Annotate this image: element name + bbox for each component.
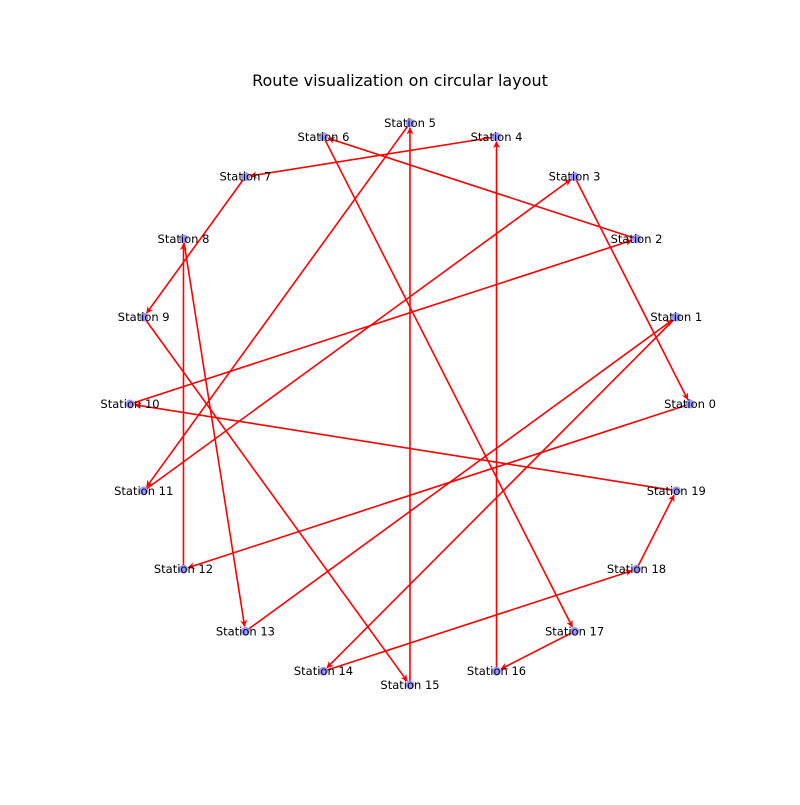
station-label-9: Station 9 bbox=[118, 310, 170, 324]
route-edge-9-15 bbox=[145, 319, 408, 682]
station-label-13: Station 13 bbox=[216, 624, 275, 638]
route-edge-5-11 bbox=[145, 125, 409, 488]
station-node-6 bbox=[318, 132, 328, 142]
route-edges bbox=[133, 125, 689, 682]
station-label-16: Station 16 bbox=[467, 664, 526, 678]
station-node-2 bbox=[632, 234, 642, 244]
station-label-3: Station 3 bbox=[549, 170, 601, 184]
route-edge-3-0 bbox=[575, 179, 689, 401]
station-label-10: Station 10 bbox=[100, 397, 159, 411]
route-edge-10-2 bbox=[133, 239, 633, 404]
station-label-11: Station 11 bbox=[114, 484, 173, 498]
station-node-7 bbox=[240, 172, 250, 182]
station-nodes bbox=[125, 118, 695, 690]
route-edge-17-16 bbox=[500, 632, 572, 670]
station-node-0 bbox=[685, 399, 695, 409]
station-label-19: Station 19 bbox=[647, 484, 706, 498]
station-label-1: Station 1 bbox=[650, 310, 702, 324]
station-node-12 bbox=[178, 564, 188, 574]
station-label-6: Station 6 bbox=[298, 130, 350, 144]
station-labels: Station 0 Station 1 Station 2 Station 3 Stat… bbox=[100, 116, 716, 692]
route-edge-1-14 bbox=[326, 319, 675, 669]
route-edge-18-19 bbox=[637, 494, 675, 566]
station-node-9 bbox=[139, 312, 149, 322]
station-node-15 bbox=[405, 680, 415, 690]
chart-title: Route visualization on circular layout bbox=[252, 71, 548, 90]
station-node-3 bbox=[570, 172, 580, 182]
route-edge-0-12 bbox=[187, 404, 687, 569]
station-node-8 bbox=[178, 234, 188, 244]
station-node-1 bbox=[671, 312, 681, 322]
station-node-14 bbox=[318, 666, 328, 676]
station-node-4 bbox=[492, 132, 502, 142]
route-edge-8-13 bbox=[183, 242, 248, 628]
station-node-19 bbox=[671, 486, 681, 496]
route-edge-7-9 bbox=[145, 179, 244, 314]
station-label-14: Station 14 bbox=[294, 664, 353, 678]
station-node-16 bbox=[492, 666, 502, 676]
station-node-13 bbox=[240, 626, 250, 636]
station-label-15: Station 15 bbox=[380, 678, 439, 692]
station-label-7: Station 7 bbox=[219, 170, 271, 184]
route-edge-13-1 bbox=[248, 319, 673, 630]
station-label-18: Station 18 bbox=[607, 562, 666, 576]
station-label-4: Station 4 bbox=[471, 130, 523, 144]
station-node-10 bbox=[125, 399, 135, 409]
route-edge-11-3 bbox=[146, 178, 572, 490]
station-node-5 bbox=[405, 118, 415, 128]
station-label-12: Station 12 bbox=[154, 562, 213, 576]
station-label-5: Station 5 bbox=[384, 116, 436, 130]
station-node-17 bbox=[570, 626, 580, 636]
station-label-0: Station 0 bbox=[664, 397, 716, 411]
route-edge-2-6 bbox=[327, 136, 633, 239]
route-edge-4-7 bbox=[249, 136, 493, 179]
station-node-11 bbox=[139, 486, 149, 496]
station-label-17: Station 17 bbox=[545, 624, 604, 638]
station-node-18 bbox=[632, 564, 642, 574]
route-edge-6-17 bbox=[324, 139, 574, 628]
route-edge-14-18 bbox=[327, 569, 633, 671]
station-label-8: Station 8 bbox=[158, 232, 210, 246]
route-edge-19-10 bbox=[134, 402, 673, 491]
station-label-2: Station 2 bbox=[611, 232, 663, 246]
